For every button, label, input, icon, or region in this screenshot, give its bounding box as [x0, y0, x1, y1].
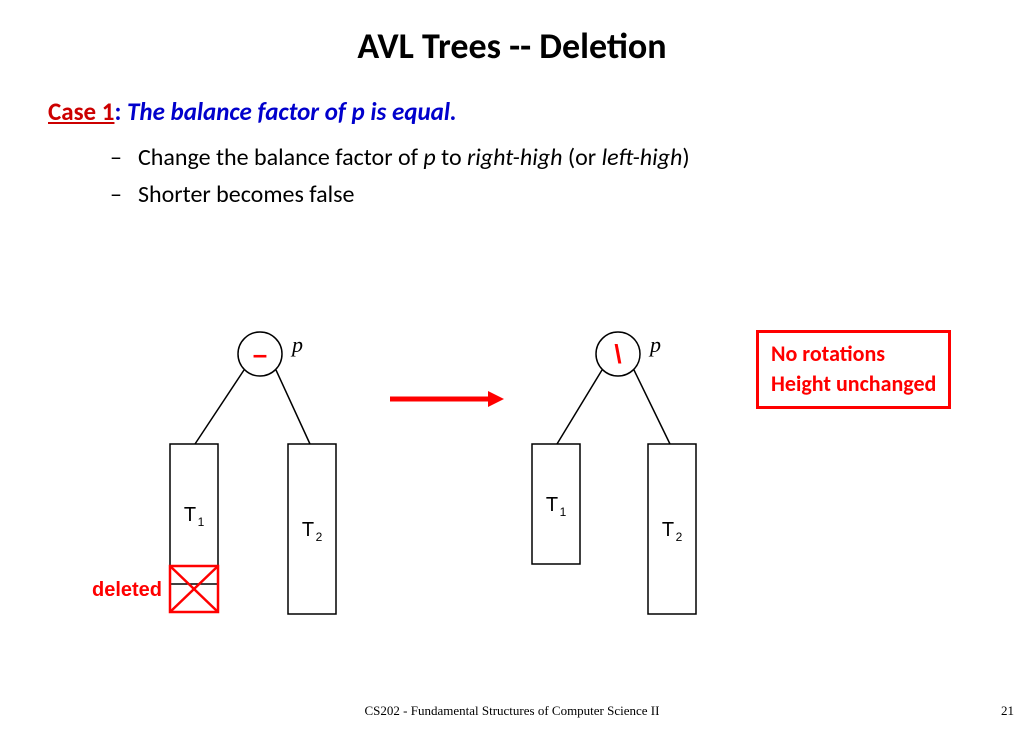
svg-text:2: 2 — [316, 530, 323, 544]
note-line-1: No rotations — [771, 339, 936, 369]
svg-text:–: – — [253, 339, 267, 369]
svg-text:T: T — [546, 494, 558, 516]
case-heading: Case 1: The balance factor of p is equal… — [48, 96, 1024, 127]
note-box: No rotations Height unchanged — [756, 330, 951, 409]
diagram: –pT1T2\pT1T2deleted No rotations Height … — [0, 304, 1024, 664]
bullet-list: – Change the balance factor of p to righ… — [110, 139, 1024, 213]
svg-text:2: 2 — [676, 530, 683, 544]
case-label: Case 1 — [48, 96, 114, 127]
bullet-item: – Change the balance factor of p to righ… — [110, 139, 1024, 176]
svg-text:T: T — [662, 519, 674, 541]
footer: CS202 - Fundamental Structures of Comput… — [0, 703, 1024, 719]
slide-title: AVL Trees -- Deletion — [0, 24, 1024, 68]
svg-text:1: 1 — [198, 515, 205, 529]
note-line-2: Height unchanged — [771, 369, 936, 399]
svg-text:T: T — [184, 504, 196, 526]
svg-text:\: \ — [614, 339, 621, 369]
svg-text:1: 1 — [560, 505, 567, 519]
svg-text:p: p — [290, 332, 303, 357]
svg-text:deleted: deleted — [92, 579, 162, 601]
slide-number: 21 — [1001, 703, 1014, 719]
case-text: The balance factor of p is equal. — [127, 96, 457, 127]
bullet-item: – Shorter becomes false — [110, 176, 1024, 213]
svg-text:T: T — [302, 519, 314, 541]
svg-text:p: p — [648, 332, 661, 357]
